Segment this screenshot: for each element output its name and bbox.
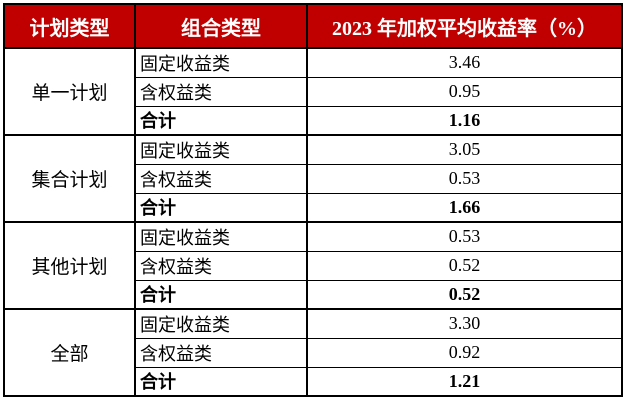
total-value-cell: 1.66 (306, 192, 623, 223)
return-value-cell: 0.52 (306, 250, 623, 281)
return-value-cell: 0.53 (306, 163, 623, 194)
total-value-cell: 1.16 (306, 105, 623, 136)
return-value-cell: 0.92 (306, 337, 623, 368)
portfolio-type-cell: 含权益类 (134, 250, 308, 281)
table-header-row: 计划类型 组合类型 2023 年加权平均收益率（%） (3, 3, 623, 49)
table-row: 其他计划 固定收益类 0.53 (3, 221, 623, 310)
total-label-cell: 合计 (134, 192, 308, 223)
portfolio-type-cell: 含权益类 (134, 76, 308, 107)
plan-type-cell: 全部 (3, 308, 136, 397)
table-row: 含权益类 0.92 (4, 337, 623, 368)
table-total-row: 合计 1.21 (4, 366, 623, 397)
portfolio-type-cell: 含权益类 (134, 163, 308, 194)
plan-type-cell: 其他计划 (3, 221, 136, 310)
header-portfolio-type: 组合类型 (134, 3, 308, 49)
table-row: 含权益类 0.53 (4, 163, 623, 194)
table-total-row: 合计 1.66 (4, 192, 623, 223)
portfolio-type-cell: 固定收益类 (134, 47, 308, 78)
table-total-row: 合计 1.16 (4, 105, 623, 136)
return-value-cell: 3.30 (306, 308, 623, 339)
return-value-cell: 0.53 (306, 221, 623, 252)
header-weighted-avg-return: 2023 年加权平均收益率（%） (306, 3, 623, 49)
portfolio-type-cell: 固定收益类 (134, 308, 308, 339)
table-total-row: 合计 0.52 (4, 279, 623, 310)
plan-type-cell: 集合计划 (3, 134, 136, 223)
table-row: 含权益类 0.95 (4, 76, 623, 107)
table-row: 全部 固定收益类 3.30 (3, 308, 623, 397)
total-value-cell: 0.52 (306, 279, 623, 310)
portfolio-type-cell: 固定收益类 (134, 221, 308, 252)
portfolio-type-cell: 固定收益类 (134, 134, 308, 165)
table-row: 单一计划 固定收益类 3.46 (3, 47, 623, 136)
total-label-cell: 合计 (134, 279, 308, 310)
return-value-cell: 3.05 (306, 134, 623, 165)
annuity-returns-table: 计划类型 组合类型 2023 年加权平均收益率（%） 单一计划 固定收益类 3.… (3, 3, 623, 397)
table-row: 集合计划 固定收益类 3.05 (3, 134, 623, 223)
plan-type-cell: 单一计划 (3, 47, 136, 136)
return-value-cell: 3.46 (306, 47, 623, 78)
table-row: 含权益类 0.52 (4, 250, 623, 281)
return-value-cell: 0.95 (306, 76, 623, 107)
header-plan-type: 计划类型 (3, 3, 136, 49)
total-label-cell: 合计 (134, 105, 308, 136)
total-value-cell: 1.21 (306, 366, 623, 397)
portfolio-type-cell: 含权益类 (134, 337, 308, 368)
total-label-cell: 合计 (134, 366, 308, 397)
